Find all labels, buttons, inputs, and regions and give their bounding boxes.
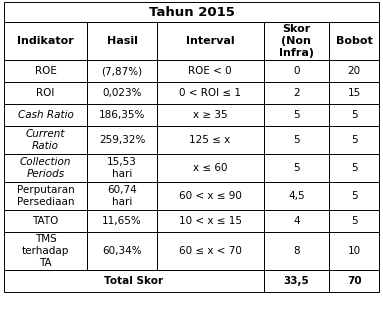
Bar bbox=[4, 126, 87, 154]
Bar bbox=[87, 60, 157, 82]
Bar bbox=[329, 154, 379, 182]
Text: 33,5: 33,5 bbox=[283, 276, 309, 286]
Text: 10 < x ≤ 15: 10 < x ≤ 15 bbox=[178, 216, 242, 226]
Bar bbox=[4, 154, 87, 182]
Text: Indikator: Indikator bbox=[17, 36, 74, 46]
Text: 5: 5 bbox=[293, 163, 300, 173]
Text: Total Skor: Total Skor bbox=[104, 276, 163, 286]
Text: 125 ≤ x: 125 ≤ x bbox=[190, 135, 231, 145]
Bar bbox=[329, 126, 379, 154]
Bar bbox=[329, 270, 379, 292]
Text: x ≥ 35: x ≥ 35 bbox=[193, 110, 228, 120]
Text: Current
Ratio: Current Ratio bbox=[26, 129, 65, 151]
Bar bbox=[329, 182, 379, 210]
Text: 60 ≤ x < 70: 60 ≤ x < 70 bbox=[178, 246, 242, 256]
Text: 60,34%: 60,34% bbox=[102, 246, 142, 256]
Bar bbox=[157, 82, 264, 104]
Text: Bobot: Bobot bbox=[336, 36, 372, 46]
Text: 186,35%: 186,35% bbox=[99, 110, 145, 120]
Bar bbox=[264, 82, 329, 104]
Text: 70: 70 bbox=[347, 276, 362, 286]
Bar bbox=[4, 232, 87, 270]
Bar bbox=[157, 232, 264, 270]
Bar bbox=[4, 210, 87, 232]
Text: 15: 15 bbox=[347, 88, 361, 98]
Text: Tahun 2015: Tahun 2015 bbox=[149, 6, 234, 19]
Text: Cash Ratio: Cash Ratio bbox=[18, 110, 74, 120]
Bar bbox=[87, 22, 157, 60]
Bar bbox=[264, 104, 329, 126]
Text: 11,65%: 11,65% bbox=[102, 216, 142, 226]
Text: 5: 5 bbox=[351, 191, 357, 201]
Text: 4,5: 4,5 bbox=[288, 191, 304, 201]
Text: (7,87%): (7,87%) bbox=[101, 66, 142, 76]
Bar bbox=[4, 22, 87, 60]
Text: 259,32%: 259,32% bbox=[99, 135, 145, 145]
Bar bbox=[157, 182, 264, 210]
Bar bbox=[264, 210, 329, 232]
Text: Collection
Periods: Collection Periods bbox=[20, 157, 71, 179]
Bar bbox=[4, 60, 87, 82]
Text: Perputaran
Persediaan: Perputaran Persediaan bbox=[17, 185, 75, 207]
Text: ROE < 0: ROE < 0 bbox=[188, 66, 232, 76]
Bar bbox=[264, 126, 329, 154]
Text: 5: 5 bbox=[293, 135, 300, 145]
Bar bbox=[329, 210, 379, 232]
Text: 0 < ROI ≤ 1: 0 < ROI ≤ 1 bbox=[179, 88, 241, 98]
Bar bbox=[4, 104, 87, 126]
Bar bbox=[87, 182, 157, 210]
Bar bbox=[264, 270, 329, 292]
Bar bbox=[87, 126, 157, 154]
Bar bbox=[87, 154, 157, 182]
Bar bbox=[157, 22, 264, 60]
Text: 2: 2 bbox=[293, 88, 300, 98]
Bar bbox=[329, 104, 379, 126]
Bar bbox=[4, 2, 379, 22]
Bar bbox=[264, 60, 329, 82]
Text: 60,74
hari: 60,74 hari bbox=[107, 185, 137, 207]
Bar bbox=[87, 82, 157, 104]
Bar bbox=[329, 82, 379, 104]
Bar bbox=[329, 22, 379, 60]
Bar bbox=[4, 270, 264, 292]
Bar bbox=[264, 22, 329, 60]
Text: 5: 5 bbox=[351, 110, 357, 120]
Text: 10: 10 bbox=[347, 246, 361, 256]
Text: ROI: ROI bbox=[36, 88, 55, 98]
Text: Hasil: Hasil bbox=[106, 36, 137, 46]
Text: ROE: ROE bbox=[35, 66, 57, 76]
Bar bbox=[4, 82, 87, 104]
Text: TATO: TATO bbox=[33, 216, 59, 226]
Text: 0: 0 bbox=[293, 66, 300, 76]
Bar bbox=[157, 210, 264, 232]
Text: 5: 5 bbox=[351, 216, 357, 226]
Bar bbox=[157, 60, 264, 82]
Bar bbox=[157, 126, 264, 154]
Text: Skor
(Non
Infra): Skor (Non Infra) bbox=[279, 24, 314, 58]
Text: 5: 5 bbox=[351, 163, 357, 173]
Bar bbox=[4, 182, 87, 210]
Bar bbox=[157, 154, 264, 182]
Bar bbox=[264, 182, 329, 210]
Text: 15,53
hari: 15,53 hari bbox=[107, 157, 137, 179]
Bar bbox=[329, 60, 379, 82]
Text: 20: 20 bbox=[347, 66, 361, 76]
Text: Interval: Interval bbox=[186, 36, 234, 46]
Text: 60 < x ≤ 90: 60 < x ≤ 90 bbox=[178, 191, 242, 201]
Text: x ≤ 60: x ≤ 60 bbox=[193, 163, 228, 173]
Bar bbox=[87, 104, 157, 126]
Bar bbox=[87, 232, 157, 270]
Text: 5: 5 bbox=[351, 135, 357, 145]
Text: 0,023%: 0,023% bbox=[102, 88, 142, 98]
Bar bbox=[264, 154, 329, 182]
Text: 5: 5 bbox=[293, 110, 300, 120]
Bar bbox=[157, 104, 264, 126]
Text: 8: 8 bbox=[293, 246, 300, 256]
Text: TMS
terhadap
TA: TMS terhadap TA bbox=[22, 234, 69, 268]
Bar bbox=[329, 232, 379, 270]
Text: 4: 4 bbox=[293, 216, 300, 226]
Bar bbox=[87, 210, 157, 232]
Bar bbox=[264, 232, 329, 270]
